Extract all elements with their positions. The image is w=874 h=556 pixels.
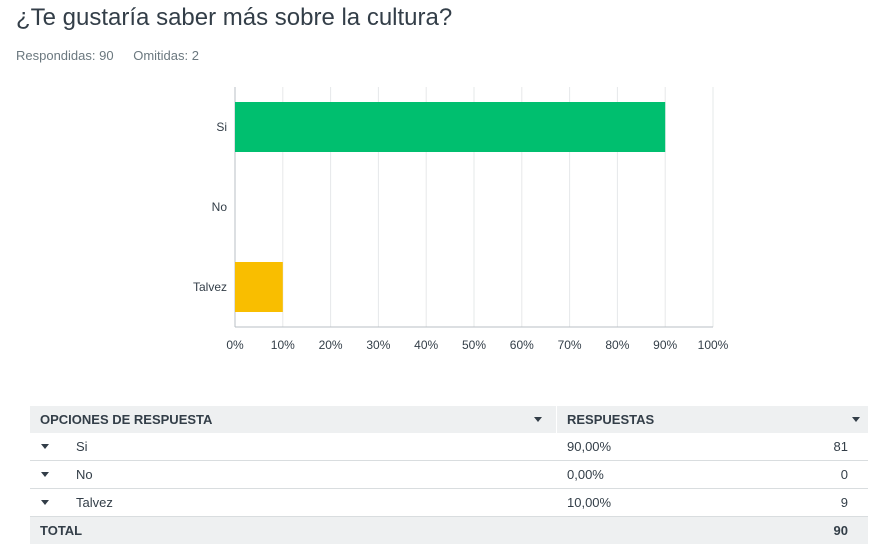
question-title: ¿Te gustaría saber más sobre la cultura? (16, 4, 453, 31)
count-cell: 9 (840, 495, 848, 510)
count-cell: 0 (840, 467, 848, 482)
x-tick-label: 20% (319, 338, 343, 352)
x-tick-label: 90% (653, 338, 677, 352)
category-label: No (212, 200, 228, 214)
total-label: TOTAL (40, 523, 83, 538)
count-cell: 81 (833, 439, 848, 454)
x-tick-label: 100% (698, 338, 729, 352)
total-row: TOTAL 90 (30, 517, 868, 544)
row-expand-icon[interactable] (41, 500, 49, 505)
x-tick-label: 50% (462, 338, 486, 352)
bar-chart: 0% 10% 20% 30% 40% 50% 60% 70% 80% 90% 100% Si No Tal… (193, 87, 729, 352)
percent-cell: 10,00% (567, 495, 612, 510)
total-value: 90 (833, 523, 848, 538)
bar[interactable] (235, 102, 666, 152)
sort-dropdown-icon[interactable] (534, 417, 542, 422)
sort-dropdown-icon[interactable] (852, 417, 860, 422)
x-tick-label: 30% (366, 338, 390, 352)
row-expand-icon[interactable] (41, 472, 49, 477)
x-tick-label: 0% (226, 338, 244, 352)
table-row: Talvez 10,00% 9 (30, 489, 868, 517)
x-tick-label: 40% (414, 338, 438, 352)
option-label: Si (76, 439, 88, 454)
x-tick-label: 10% (271, 338, 295, 352)
option-column-label: OPCIONES DE RESPUESTA (40, 412, 213, 427)
option-label: No (76, 467, 93, 482)
x-tick-label: 70% (558, 338, 582, 352)
responses-table: OPCIONES DE RESPUESTA RESPUESTAS Si 90,0… (30, 406, 868, 544)
table-row: Si 90,00% 81 (30, 433, 868, 461)
bar[interactable] (235, 262, 283, 312)
percent-cell: 90,00% (567, 439, 612, 454)
row-expand-icon[interactable] (41, 444, 49, 449)
option-label: Talvez (76, 495, 113, 510)
table-row: No 0,00% 0 (30, 461, 868, 489)
responses-column-label: RESPUESTAS (567, 412, 655, 427)
response-stats: Respondidas: 90 Omitidas: 2 (16, 48, 215, 63)
table-header: OPCIONES DE RESPUESTA RESPUESTAS (30, 406, 868, 433)
category-label: Talvez (193, 280, 227, 294)
option-column-header[interactable]: OPCIONES DE RESPUESTA (30, 406, 557, 433)
responses-column-header[interactable]: RESPUESTAS (557, 406, 868, 433)
answered-count: Respondidas: 90 (16, 48, 114, 63)
percent-cell: 0,00% (567, 467, 604, 482)
skipped-count: Omitidas: 2 (133, 48, 199, 63)
category-label: Si (216, 120, 227, 134)
x-tick-label: 60% (510, 338, 534, 352)
x-tick-label: 80% (605, 338, 629, 352)
